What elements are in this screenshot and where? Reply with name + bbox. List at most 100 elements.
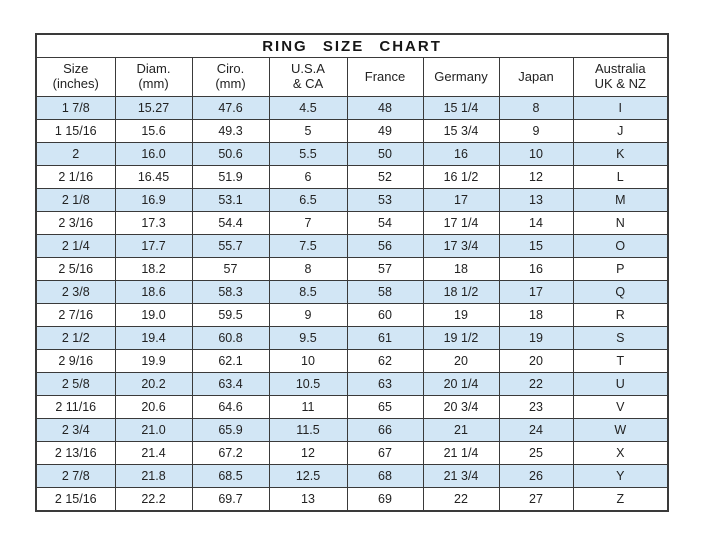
table-cell-germany: 15 1/4 xyxy=(422,96,500,120)
table-row: 2 5/16 18.2 57 8 57 18 16 P xyxy=(35,257,669,281)
table-cell-france: 54 xyxy=(346,211,424,235)
table-cell-australia-uk-nz: J xyxy=(572,119,669,143)
table-row: 1 7/8 15.27 47.6 4.5 48 15 1/4 8 I xyxy=(35,96,669,120)
table-cell-size-inches: 2 11/16 xyxy=(35,395,116,419)
table-cell-diam-mm: 21.4 xyxy=(114,441,193,465)
table-cell-ciro-mm: 68.5 xyxy=(191,464,270,488)
table-cell-ciro-mm: 64.6 xyxy=(191,395,270,419)
table-cell-france: 66 xyxy=(346,418,424,442)
table-row: 2 7/8 21.8 68.5 12.5 68 21 3/4 26 Y xyxy=(35,464,669,488)
table-cell-usa-ca: 12 xyxy=(268,441,348,465)
table-cell-size-inches: 2 xyxy=(35,142,116,166)
table-cell-size-inches: 2 3/4 xyxy=(35,418,116,442)
table-cell-australia-uk-nz: Y xyxy=(572,464,669,488)
table-row: 2 11/16 20.6 64.6 11 65 20 3/4 23 V xyxy=(35,395,669,419)
table-cell-france: 48 xyxy=(346,96,424,120)
table-cell-france: 67 xyxy=(346,441,424,465)
table-cell-australia-uk-nz: S xyxy=(572,326,669,350)
table-cell-usa-ca: 12.5 xyxy=(268,464,348,488)
table-cell-germany: 17 xyxy=(422,188,500,212)
table-cell-diam-mm: 16.0 xyxy=(114,142,193,166)
table-row: 2 5/8 20.2 63.4 10.5 63 20 1/4 22 U xyxy=(35,372,669,396)
table-cell-ciro-mm: 59.5 xyxy=(191,303,270,327)
table-row: 2 1/16 16.45 51.9 6 52 16 1/2 12 L xyxy=(35,165,669,189)
table-row: 2 3/4 21.0 65.9 11.5 66 21 24 W xyxy=(35,418,669,442)
table-cell-germany: 16 1/2 xyxy=(422,165,500,189)
table-cell-usa-ca: 5 xyxy=(268,119,348,143)
table-cell-japan: 9 xyxy=(498,119,574,143)
table-cell-diam-mm: 16.45 xyxy=(114,165,193,189)
table-cell-ciro-mm: 53.1 xyxy=(191,188,270,212)
table-cell-germany: 20 1/4 xyxy=(422,372,500,396)
column-header-diam-mm: Diam. (mm) xyxy=(114,57,193,97)
table-cell-germany: 17 3/4 xyxy=(422,234,500,258)
table-cell-australia-uk-nz: K xyxy=(572,142,669,166)
table-cell-japan: 8 xyxy=(498,96,574,120)
table-cell-australia-uk-nz: O xyxy=(572,234,669,258)
table-cell-ciro-mm: 47.6 xyxy=(191,96,270,120)
table-cell-australia-uk-nz: V xyxy=(572,395,669,419)
table-cell-usa-ca: 13 xyxy=(268,487,348,512)
table-cell-diam-mm: 21.0 xyxy=(114,418,193,442)
table-cell-france: 52 xyxy=(346,165,424,189)
table-cell-japan: 16 xyxy=(498,257,574,281)
table-cell-size-inches: 2 7/16 xyxy=(35,303,116,327)
table-cell-australia-uk-nz: L xyxy=(572,165,669,189)
table-cell-germany: 16 xyxy=(422,142,500,166)
table-cell-diam-mm: 16.9 xyxy=(114,188,193,212)
table-cell-size-inches: 2 3/8 xyxy=(35,280,116,304)
table-cell-japan: 12 xyxy=(498,165,574,189)
table-cell-ciro-mm: 51.9 xyxy=(191,165,270,189)
table-row: 2 3/8 18.6 58.3 8.5 58 18 1/2 17 Q xyxy=(35,280,669,304)
table-cell-germany: 22 xyxy=(422,487,500,512)
table-cell-diam-mm: 18.6 xyxy=(114,280,193,304)
table-cell-australia-uk-nz: U xyxy=(572,372,669,396)
table-cell-australia-uk-nz: M xyxy=(572,188,669,212)
table-cell-diam-mm: 19.4 xyxy=(114,326,193,350)
table-cell-australia-uk-nz: T xyxy=(572,349,669,373)
table-cell-japan: 17 xyxy=(498,280,574,304)
table-cell-japan: 10 xyxy=(498,142,574,166)
table-row: 2 1/2 19.4 60.8 9.5 61 19 1/2 19 S xyxy=(35,326,669,350)
column-header-size-inches: Size (inches) xyxy=(35,57,116,97)
table-cell-australia-uk-nz: P xyxy=(572,257,669,281)
table-cell-germany: 18 1/2 xyxy=(422,280,500,304)
table-cell-germany: 21 xyxy=(422,418,500,442)
column-header-ciro-mm: Ciro. (mm) xyxy=(191,57,270,97)
column-header-row: Size (inches) Diam. (mm) Ciro. (mm) U.S.A &… xyxy=(35,57,669,97)
column-header-france: France xyxy=(346,57,424,97)
table-cell-diam-mm: 15.6 xyxy=(114,119,193,143)
table-cell-ciro-mm: 65.9 xyxy=(191,418,270,442)
table-cell-ciro-mm: 55.7 xyxy=(191,234,270,258)
table-cell-france: 50 xyxy=(346,142,424,166)
table-cell-ciro-mm: 67.2 xyxy=(191,441,270,465)
table-cell-diam-mm: 22.2 xyxy=(114,487,193,512)
table-cell-size-inches: 2 3/16 xyxy=(35,211,116,235)
table-cell-germany: 17 1/4 xyxy=(422,211,500,235)
table-cell-france: 62 xyxy=(346,349,424,373)
table-cell-australia-uk-nz: Q xyxy=(572,280,669,304)
table-cell-diam-mm: 20.2 xyxy=(114,372,193,396)
table-cell-japan: 19 xyxy=(498,326,574,350)
column-header-japan: Japan xyxy=(498,57,574,97)
table-cell-france: 60 xyxy=(346,303,424,327)
table-cell-usa-ca: 9 xyxy=(268,303,348,327)
table-row: 2 3/16 17.3 54.4 7 54 17 1/4 14 N xyxy=(35,211,669,235)
table-cell-japan: 14 xyxy=(498,211,574,235)
table-cell-ciro-mm: 50.6 xyxy=(191,142,270,166)
table-cell-japan: 13 xyxy=(498,188,574,212)
table-cell-france: 63 xyxy=(346,372,424,396)
table-row: 2 15/16 22.2 69.7 13 69 22 27 Z xyxy=(35,487,669,512)
table-cell-germany: 18 xyxy=(422,257,500,281)
table-row: 2 9/16 19.9 62.1 10 62 20 20 T xyxy=(35,349,669,373)
table-cell-japan: 23 xyxy=(498,395,574,419)
table-cell-germany: 15 3/4 xyxy=(422,119,500,143)
table-cell-size-inches: 1 15/16 xyxy=(35,119,116,143)
table-cell-diam-mm: 21.8 xyxy=(114,464,193,488)
table-cell-diam-mm: 19.0 xyxy=(114,303,193,327)
table-cell-australia-uk-nz: N xyxy=(572,211,669,235)
table-cell-germany: 21 1/4 xyxy=(422,441,500,465)
table-cell-usa-ca: 4.5 xyxy=(268,96,348,120)
table-cell-ciro-mm: 63.4 xyxy=(191,372,270,396)
